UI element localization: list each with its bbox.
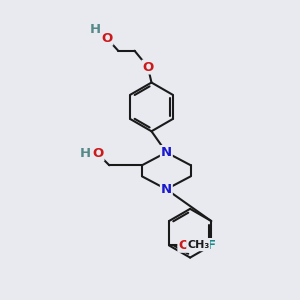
Text: H: H: [90, 23, 101, 36]
Text: CH₃: CH₃: [187, 240, 209, 250]
Text: O: O: [142, 61, 154, 74]
Text: N: N: [161, 183, 172, 196]
Text: O: O: [178, 239, 190, 252]
Text: F: F: [207, 239, 216, 252]
Text: N: N: [161, 146, 172, 159]
Text: H: H: [80, 148, 91, 160]
Text: O: O: [92, 148, 104, 160]
Text: O: O: [101, 32, 112, 45]
